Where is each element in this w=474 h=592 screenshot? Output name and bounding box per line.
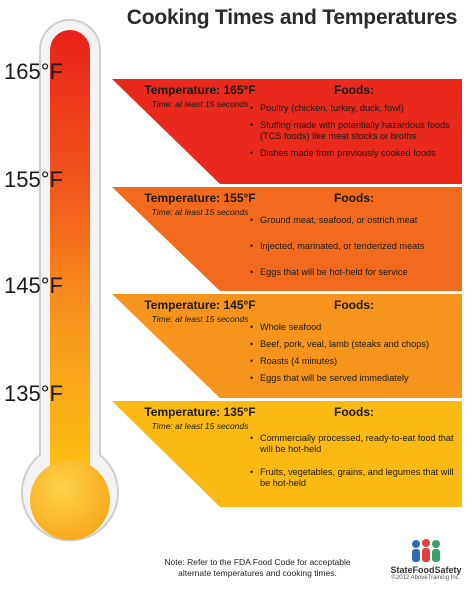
band-time: Time: at least 15 seconds [151, 207, 249, 217]
brand-name: StateFoodSafety [390, 565, 462, 575]
list-item: Whole seafood [250, 322, 462, 333]
foods-list: Commercially processed, ready-to-eat foo… [250, 433, 462, 498]
foods-list: Poultry (chicken, turkey, duck, fowl) St… [250, 103, 462, 165]
list-item: Fruits, vegetables, grains, and legumes … [250, 467, 462, 489]
band-shape [112, 187, 462, 291]
band-145: Temperature: 145°F Time: at least 15 sec… [112, 294, 462, 398]
list-item: Stuffing made with potentially hazardous… [250, 120, 462, 142]
list-item: Roasts (4 minutes) [250, 356, 462, 367]
list-item: Eggs that will be served immediately [250, 373, 462, 384]
band-temperature: Temperature: 145°F [144, 298, 256, 312]
band-165: Temperature: 165°F Time: at least 15 sec… [112, 79, 462, 184]
scale-label-155: 155°F [4, 167, 63, 192]
band-135: Temperature: 135°F Time: at least 15 sec… [112, 401, 462, 507]
foods-heading: Foods: [334, 83, 374, 97]
list-item: Eggs that will be hot-held for service [250, 267, 462, 278]
foods-list: Whole seafood Beef, pork, veal, lamb (st… [250, 322, 462, 390]
scale-label-165: 165°F [4, 59, 63, 84]
list-item: Commercially processed, ready-to-eat foo… [250, 433, 462, 455]
foods-heading: Foods: [334, 405, 374, 419]
band-time: Time: at least 15 seconds [151, 314, 249, 324]
list-item: Dishes made from previously cooked foods [250, 148, 462, 159]
list-item: Beef, pork, veal, lamb (steaks and chops… [250, 339, 462, 350]
list-item: Injected, marinated, or tenderized meats [250, 241, 462, 252]
band-temperature: Temperature: 155°F [144, 191, 256, 205]
footnote: Note: Refer to the FDA Food Code for acc… [164, 557, 351, 578]
band-temperature: Temperature: 135°F [144, 405, 256, 419]
list-item: Ground meat, seafood, or ostrich meat [250, 215, 462, 226]
band-time: Time: at least 15 seconds [151, 421, 249, 431]
list-item: Poultry (chicken, turkey, duck, fowl) [250, 103, 462, 114]
scale-label-145: 145°F [4, 273, 63, 298]
foods-heading: Foods: [334, 298, 374, 312]
scale-label-135: 135°F [4, 381, 63, 406]
page-title: Cooking Times and Temperatures [126, 6, 458, 29]
people-icon [412, 539, 440, 562]
band-temperature: Temperature: 165°F [144, 83, 256, 97]
foods-heading: Foods: [334, 191, 374, 205]
foods-list: Ground meat, seafood, or ostrich meat In… [250, 215, 462, 287]
band-time: Time: at least 15 seconds [151, 99, 249, 109]
brand-copyright: ©2012 AboveTraining Inc. [391, 575, 461, 581]
brand-logo: StateFoodSafety ©2012 AboveTraining Inc. [385, 538, 467, 581]
band-155: Temperature: 155°F Time: at least 15 sec… [112, 187, 462, 291]
